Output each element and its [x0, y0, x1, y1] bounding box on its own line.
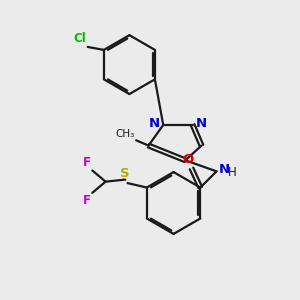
Text: Cl: Cl — [74, 32, 86, 46]
Text: N: N — [196, 117, 207, 130]
Text: F: F — [83, 194, 91, 207]
Text: H: H — [228, 166, 236, 179]
Text: N: N — [219, 164, 230, 176]
Text: O: O — [182, 153, 194, 166]
Text: F: F — [83, 156, 91, 169]
Text: N: N — [148, 117, 160, 130]
Text: S: S — [121, 167, 130, 180]
Text: CH₃: CH₃ — [115, 129, 134, 139]
